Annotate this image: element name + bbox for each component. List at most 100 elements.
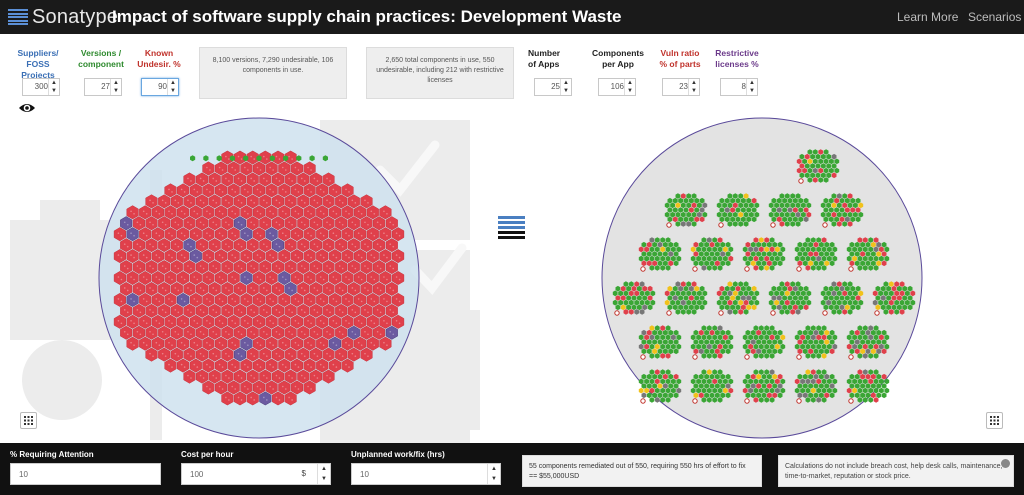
- hex-dot: [126, 267, 129, 270]
- component-hex: [722, 290, 727, 297]
- hex-dot: [218, 210, 221, 213]
- component-hex: [743, 281, 749, 287]
- comp-per-app-stepper[interactable]: 106 ▲ ▼: [598, 78, 636, 96]
- component-hex: [910, 299, 916, 306]
- chevron-down-icon[interactable]: ▼: [170, 88, 176, 94]
- hex-dot: [300, 352, 303, 355]
- stack-icon[interactable]: [498, 216, 525, 242]
- app-marker: [718, 310, 724, 316]
- chevron-down-icon[interactable]: ▼: [627, 88, 633, 94]
- chevron-up-icon[interactable]: ▲: [563, 80, 569, 86]
- supplier-hex: [227, 183, 240, 198]
- component-hex: [769, 387, 775, 394]
- hex-dot: [307, 385, 309, 388]
- supplier-hex: [246, 238, 259, 253]
- chevron-down-icon[interactable]: ▼: [563, 88, 569, 94]
- supplier-hex: [246, 260, 259, 275]
- info-icon[interactable]: [1001, 459, 1010, 468]
- hex-dot: [303, 289, 306, 292]
- unplanned-input[interactable]: 10 ▲ ▼: [351, 463, 501, 485]
- nav-scenarios[interactable]: Scenarios: [968, 10, 1022, 24]
- supplier-hex: [259, 238, 272, 253]
- component-hex: [768, 299, 774, 306]
- component-hex: [849, 373, 855, 380]
- chevron-down-icon[interactable]: ▼: [749, 88, 755, 94]
- app-cluster: [794, 237, 838, 272]
- sonatype-logo[interactable]: Sonatype: [8, 6, 118, 28]
- chevron-down-icon[interactable]: ▼: [321, 476, 327, 482]
- hex-dot: [202, 267, 205, 270]
- component-hex: [858, 202, 864, 209]
- supplier-hex: [233, 238, 247, 253]
- component-hex: [701, 378, 707, 385]
- hex-dot: [357, 232, 360, 234]
- chevron-down-icon[interactable]: ▼: [491, 476, 497, 482]
- component-hex: [820, 172, 826, 179]
- supplier-hex: [170, 238, 183, 253]
- supplier-hex: [170, 260, 183, 275]
- hex-dot: [338, 330, 341, 333]
- hex-dot: [244, 320, 246, 322]
- hex-dot: [341, 311, 344, 314]
- attention-input[interactable]: 10: [10, 463, 161, 485]
- chevron-down-icon[interactable]: ▼: [113, 88, 119, 94]
- restrictive-stepper[interactable]: 8 ▲ ▼: [720, 78, 758, 96]
- hex-dot: [247, 366, 249, 368]
- vuln-ratio-stepper[interactable]: 23 ▲ ▼: [662, 78, 700, 96]
- hex-dot: [367, 333, 369, 336]
- chevron-up-icon[interactable]: ▲: [321, 466, 327, 472]
- component-hex: [829, 339, 835, 345]
- component-hex: [784, 193, 790, 199]
- hex-dot: [316, 202, 319, 204]
- cost-input[interactable]: 100 $ ▲ ▼: [181, 463, 331, 485]
- component-hex: [652, 251, 658, 257]
- component-hex: [800, 387, 805, 394]
- component-hex: [804, 172, 810, 179]
- component-hex: [821, 343, 827, 350]
- component-hex: [862, 265, 868, 271]
- versions-stepper[interactable]: 27 ▲ ▼: [84, 78, 122, 96]
- chevron-up-icon[interactable]: ▲: [51, 80, 57, 86]
- chevron-up-icon[interactable]: ▲: [491, 466, 497, 472]
- unplanned-label: Unplanned work/fix (hrs): [351, 450, 445, 459]
- hex-dot: [386, 256, 388, 259]
- hex-dot: [136, 330, 139, 333]
- hex-dot: [291, 311, 293, 314]
- component-hex: [641, 392, 647, 399]
- nav-learn-more[interactable]: Learn More: [897, 10, 959, 24]
- hex-dot: [253, 311, 255, 314]
- component-hex: [753, 325, 759, 331]
- hex-dot: [338, 265, 341, 267]
- hex-dot: [174, 287, 177, 289]
- component-hex: [743, 309, 749, 315]
- app-cluster: [820, 193, 864, 228]
- hex-dot: [171, 300, 173, 303]
- hex-dot: [209, 278, 211, 281]
- num-apps-stepper[interactable]: 25 ▲ ▼: [534, 78, 572, 96]
- eye-icon[interactable]: [18, 101, 36, 115]
- supplier-hex: [151, 205, 164, 220]
- hex-dot: [303, 377, 306, 379]
- component-hex: [865, 251, 871, 257]
- hex-dot: [275, 243, 278, 245]
- hex-dot: [367, 245, 369, 248]
- hex-dot: [322, 278, 325, 281]
- chevron-up-icon[interactable]: ▲: [113, 80, 119, 86]
- chevron-down-icon[interactable]: ▼: [691, 88, 697, 94]
- undesir-stepper[interactable]: 90 ▲ ▼: [141, 78, 179, 96]
- component-hex: [820, 153, 826, 160]
- hex-dot: [288, 287, 290, 289]
- component-hex: [745, 348, 751, 355]
- grid-view-button-right[interactable]: [986, 412, 1003, 429]
- hex-dot: [250, 243, 252, 245]
- chevron-up-icon[interactable]: ▲: [170, 80, 176, 86]
- suppliers-stepper[interactable]: 300 ▲ ▼: [22, 78, 60, 96]
- component-hex: [798, 207, 804, 213]
- supplier-hex: [215, 161, 228, 176]
- chevron-down-icon[interactable]: ▼: [51, 88, 57, 94]
- chevron-up-icon[interactable]: ▲: [627, 80, 633, 86]
- grid-view-button-left[interactable]: [20, 412, 37, 429]
- hex-dot: [139, 311, 142, 314]
- chevron-up-icon[interactable]: ▲: [691, 80, 697, 86]
- chevron-up-icon[interactable]: ▲: [749, 80, 755, 86]
